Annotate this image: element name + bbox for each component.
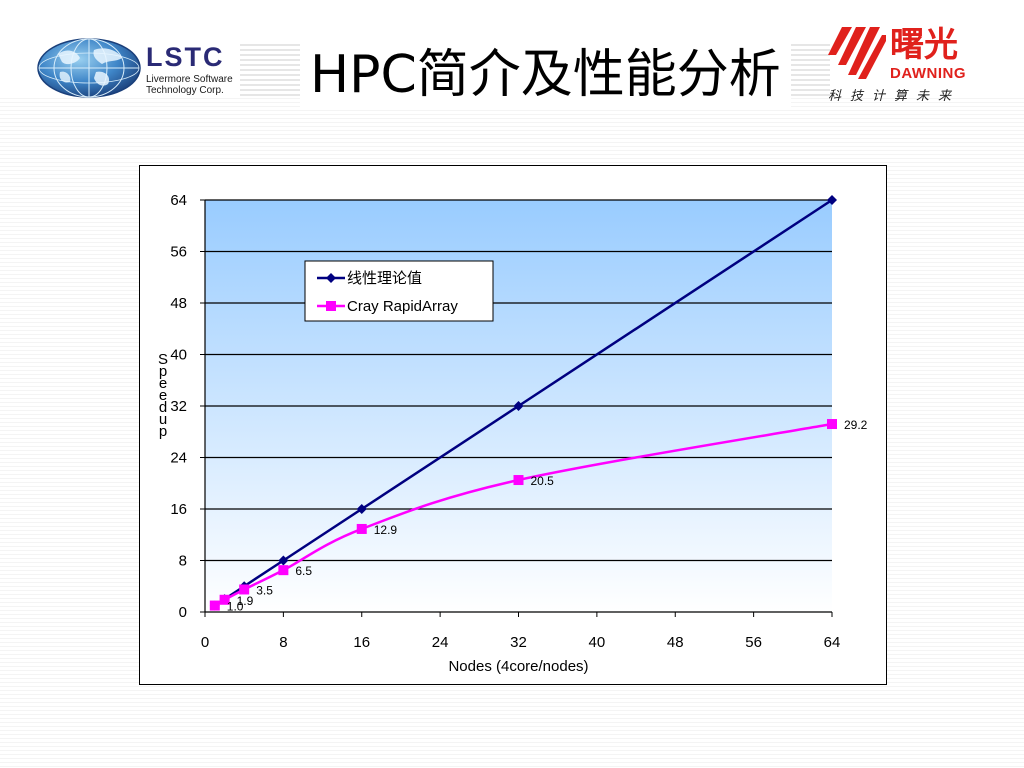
square-marker	[356, 523, 367, 534]
x-tick-label: 48	[667, 634, 684, 651]
y-tick-label: 0	[179, 604, 187, 621]
data-label: 29.2	[844, 418, 868, 432]
y-axis-label-char: d	[159, 399, 167, 416]
x-axis-label: Nodes (4core/nodes)	[448, 658, 588, 675]
dawning-cn-name: 曙光	[890, 25, 958, 65]
dawning-en-name: DAWNING	[890, 65, 966, 82]
data-label: 1.0	[227, 600, 244, 614]
legend-box	[304, 260, 494, 322]
axes	[200, 199, 833, 617]
square-marker	[219, 594, 230, 605]
x-tick-label: 32	[510, 634, 527, 651]
data-labels: 1.01.93.5 6.5 12.9 20.5 29.2	[227, 418, 868, 614]
y-axis-label-char: p	[159, 363, 167, 380]
y-axis-label-char: S	[158, 351, 168, 368]
y-tick-label: 56	[170, 244, 187, 261]
x-tick-label: 56	[745, 634, 762, 651]
dawning-slogan: 科技计算未来	[828, 89, 961, 104]
lstc-subtitle-line1: Livermore Software	[146, 74, 233, 85]
data-label: 20.5	[531, 474, 555, 488]
x-tick-label: 0	[201, 634, 209, 651]
diamond-marker	[356, 504, 367, 514]
y-tick-label: 40	[170, 347, 187, 364]
y-tick-label: 48	[170, 295, 187, 312]
y-tick-label: 24	[170, 450, 187, 467]
y-tick-labels: 0 8 16 24 32 40 48 56 64	[170, 192, 187, 621]
legend-entry: 线性理论值	[347, 270, 422, 287]
globe-icon	[37, 38, 141, 98]
square-marker	[239, 584, 250, 595]
y-tick-label: 64	[170, 192, 187, 209]
x-tick-label: 8	[279, 634, 287, 651]
x-tick-label: 64	[824, 634, 841, 651]
page-title: HPC简介及性能分析	[300, 40, 791, 110]
x-tick-label: 24	[432, 634, 449, 651]
data-label: 3.5	[256, 583, 273, 597]
y-tick-label: 32	[170, 398, 187, 415]
y-axis-label-char: e	[159, 387, 167, 404]
square-marker	[209, 600, 220, 611]
lstc-subtitle-line2: Technology Corp.	[146, 85, 224, 96]
y-tick-label: 8	[179, 553, 187, 570]
x-tick-label: 40	[589, 634, 606, 651]
square-marker	[326, 301, 336, 311]
dawning-logo: 曙光 DAWNING 科技计算未来	[828, 25, 1018, 105]
series-markers	[209, 195, 837, 611]
square-marker	[513, 475, 524, 486]
gridlines	[205, 199, 832, 562]
diamond-marker	[326, 273, 336, 283]
square-marker	[827, 419, 837, 430]
diamond-marker	[278, 555, 289, 566]
y-tick-label: 16	[170, 501, 187, 518]
diamond-marker	[513, 401, 524, 411]
diamond-marker	[827, 195, 837, 205]
lstc-logo: LSTC Livermore Software Technology Corp.	[36, 38, 246, 98]
lstc-subtitle: Livermore Software Technology Corp.	[146, 74, 233, 96]
y-axis-label-char: u	[159, 411, 167, 428]
y-axis-label-char: e	[159, 375, 167, 392]
legend: 线性理论值 Cray RapidArray	[304, 260, 494, 322]
y-axis-label-char: p	[159, 423, 167, 440]
legend-entry: Cray RapidArray	[347, 298, 458, 315]
data-label: 1.9	[237, 594, 254, 608]
lstc-name: LSTC	[146, 42, 225, 72]
dawning-mark-icon	[828, 27, 886, 79]
x-tick-labels: 0 8 16 24 32 40 48 56 64	[201, 634, 841, 651]
x-tick-label: 16	[353, 634, 370, 651]
data-label: 6.5	[295, 564, 312, 578]
data-label: 12.9	[374, 523, 398, 537]
square-marker	[278, 565, 289, 576]
